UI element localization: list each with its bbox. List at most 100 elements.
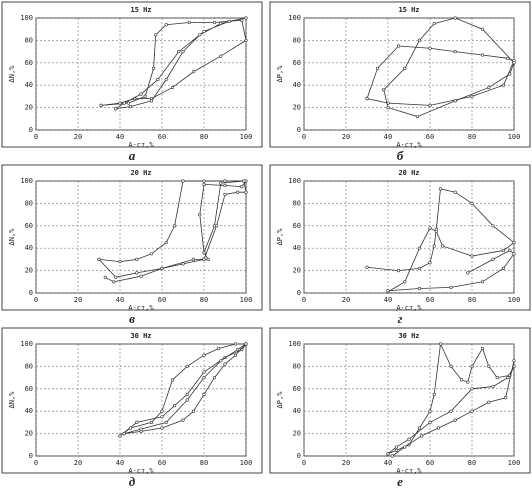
x-tick-label: 80 <box>200 133 208 141</box>
x-tick-label: 0 <box>34 133 38 141</box>
x-axis-label: А-ст,% <box>396 141 422 149</box>
series-line <box>387 249 515 292</box>
y-tick-label: 20 <box>25 104 33 112</box>
point-marker <box>97 257 101 262</box>
point-marker <box>432 22 436 26</box>
point-marker <box>135 271 139 275</box>
panel-frame <box>269 327 531 474</box>
y-tick-label: 40 <box>293 244 301 252</box>
point-marker <box>508 248 512 253</box>
point-marker <box>170 378 175 382</box>
point-marker <box>403 66 407 70</box>
point-marker <box>126 101 130 105</box>
point-marker <box>495 376 499 380</box>
point-marker <box>181 49 185 54</box>
point-marker <box>198 213 202 217</box>
series-line <box>115 17 247 110</box>
x-tick-label: 0 <box>34 459 38 467</box>
point-marker <box>432 244 436 248</box>
point-marker <box>202 392 206 397</box>
point-marker <box>212 376 217 380</box>
plot-frame <box>35 17 247 131</box>
y-tick-label: 100 <box>20 14 33 22</box>
point-marker <box>415 114 420 119</box>
point-marker <box>143 94 147 98</box>
point-marker <box>480 280 485 284</box>
point-marker <box>432 392 436 397</box>
series-line <box>366 45 515 106</box>
series-line <box>366 188 515 293</box>
point-marker <box>219 181 223 185</box>
y-tick-label: 20 <box>25 430 33 438</box>
plot-frame <box>303 17 515 131</box>
point-marker <box>434 229 438 233</box>
x-tick-label: 40 <box>384 133 392 141</box>
x-tick-label: 100 <box>240 296 253 304</box>
y-tick-label: 0 <box>29 289 33 297</box>
point-marker <box>164 420 168 425</box>
point-marker <box>453 418 457 422</box>
point-marker <box>428 226 432 230</box>
point-marker <box>417 246 422 250</box>
point-marker <box>202 370 206 374</box>
y-tick-label: 40 <box>293 81 301 89</box>
point-marker <box>103 275 107 279</box>
point-marker <box>202 29 206 34</box>
point-marker <box>428 261 432 265</box>
point-marker <box>394 445 399 449</box>
point-marker <box>202 376 206 380</box>
point-marker <box>491 384 495 389</box>
y-tick-label: 60 <box>293 222 301 230</box>
point-marker <box>118 434 122 438</box>
panel-frame <box>1 164 263 311</box>
point-marker <box>491 257 495 262</box>
point-marker <box>223 183 227 188</box>
point-marker <box>428 46 432 50</box>
point-marker <box>470 364 474 369</box>
point-marker <box>466 380 470 384</box>
y-tick-label: 60 <box>25 385 33 393</box>
x-tick-label: 100 <box>508 133 521 141</box>
x-tick-label: 40 <box>384 296 392 304</box>
point-marker <box>491 224 495 228</box>
point-marker <box>244 38 248 43</box>
x-tick-label: 100 <box>240 459 253 467</box>
y-tick-label: 80 <box>25 362 33 370</box>
point-marker <box>212 20 217 25</box>
point-marker <box>501 248 506 253</box>
panel-frame <box>1 1 263 148</box>
point-marker <box>407 437 411 441</box>
x-tick-label: 100 <box>508 459 521 467</box>
point-marker <box>470 94 474 98</box>
point-marker <box>506 376 510 380</box>
point-marker <box>128 104 133 109</box>
point-marker <box>223 179 227 183</box>
point-marker <box>181 418 185 422</box>
x-tick-label: 0 <box>302 133 306 141</box>
y-tick-label: 0 <box>297 452 301 460</box>
point-marker <box>177 49 181 54</box>
point-marker <box>417 426 422 430</box>
x-tick-label: 60 <box>426 296 434 304</box>
point-marker <box>396 44 401 48</box>
point-marker <box>233 353 238 357</box>
y-tick-label: 80 <box>293 199 301 207</box>
point-marker <box>480 27 485 31</box>
series-line <box>383 17 515 117</box>
plot-frame <box>35 343 247 457</box>
point-marker <box>240 185 244 189</box>
chart-title: 30 Hz <box>398 332 419 340</box>
point-marker <box>181 262 185 266</box>
x-axis-label: А-ст,% <box>396 467 422 475</box>
point-marker <box>227 19 231 23</box>
chart-title: 20 Hz <box>398 169 419 177</box>
point-marker <box>160 409 164 413</box>
point-marker <box>173 404 177 408</box>
panel-frame <box>269 164 531 311</box>
x-tick-label: 60 <box>426 459 434 467</box>
panel-frame <box>1 327 263 474</box>
point-marker <box>233 342 238 346</box>
y-tick-label: 40 <box>25 81 33 89</box>
point-marker <box>403 445 407 449</box>
point-marker <box>470 387 474 391</box>
